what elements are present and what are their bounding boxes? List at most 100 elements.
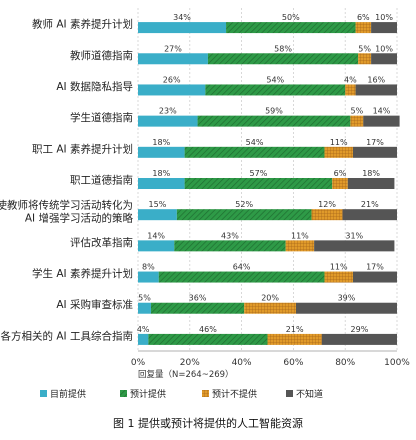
data-label: 6% bbox=[334, 169, 347, 178]
bar-segment bbox=[358, 53, 372, 65]
bar-segment bbox=[184, 146, 325, 158]
x-tick-label: 20% bbox=[180, 358, 200, 368]
data-label: 5% bbox=[138, 294, 151, 303]
bar-segment bbox=[176, 209, 312, 221]
bar-segment bbox=[314, 240, 395, 252]
data-label: 11% bbox=[291, 231, 309, 240]
data-label: 36% bbox=[189, 294, 207, 303]
category-label: 使教师将传统学习活动转化为 AI 增强学习活动的策略 bbox=[0, 199, 133, 225]
data-label: 59% bbox=[265, 107, 283, 116]
legend-label: 目前提供 bbox=[50, 388, 86, 400]
category-label: 学生道德指南 bbox=[70, 111, 133, 124]
bar-segment bbox=[345, 84, 356, 96]
bar-segment bbox=[347, 178, 395, 189]
data-label: 4% bbox=[137, 325, 150, 334]
bar-segment bbox=[244, 302, 296, 314]
data-label: 20% bbox=[261, 294, 279, 303]
data-label: 31% bbox=[345, 231, 363, 240]
bar-segment bbox=[363, 115, 400, 127]
data-label: 17% bbox=[366, 263, 384, 272]
x-axis-note: 回复量（N=264~269） bbox=[138, 369, 234, 380]
bar-segment bbox=[267, 333, 322, 345]
data-label: 10% bbox=[375, 13, 393, 22]
bar-segment bbox=[197, 115, 351, 127]
data-label: 14% bbox=[147, 231, 165, 240]
category-label: AI 数据隐私指导 bbox=[56, 80, 133, 93]
data-label: 58% bbox=[274, 44, 292, 53]
category-label: 学生 AI 素养提升计划 bbox=[32, 267, 133, 280]
data-label: 43% bbox=[221, 231, 239, 240]
bar-segment bbox=[352, 146, 397, 158]
bar-segment bbox=[321, 333, 397, 345]
data-label: 50% bbox=[282, 13, 300, 22]
x-tick-label: 80% bbox=[335, 358, 355, 368]
bar-segment bbox=[226, 22, 356, 34]
data-label: 17% bbox=[366, 138, 384, 147]
category-label: 职工 AI 素养提升计划 bbox=[32, 142, 133, 155]
legend-label: 预计不提供 bbox=[212, 388, 257, 400]
bar-segment bbox=[138, 146, 185, 158]
data-label: 6% bbox=[357, 13, 370, 22]
data-label: 4% bbox=[344, 75, 357, 84]
category-label: 评估改革指南 bbox=[70, 236, 133, 249]
data-label: 27% bbox=[164, 44, 182, 53]
data-label: 21% bbox=[286, 325, 304, 334]
category-label: 教师道德指南 bbox=[70, 49, 133, 62]
legend-label: 预计提供 bbox=[130, 388, 166, 400]
bar-segment bbox=[371, 53, 397, 65]
data-label: 29% bbox=[351, 325, 369, 334]
bar-segment bbox=[285, 240, 315, 252]
bar-segment bbox=[150, 302, 245, 314]
bar-segment bbox=[352, 271, 397, 283]
data-label: 18% bbox=[362, 169, 380, 178]
bar-segment bbox=[158, 271, 325, 283]
data-label: 21% bbox=[361, 200, 379, 209]
bar-segment bbox=[138, 240, 175, 252]
x-tick-label: 100% bbox=[384, 358, 410, 368]
data-label: 5% bbox=[351, 107, 364, 116]
bar-segment bbox=[355, 84, 397, 96]
bar-segment bbox=[138, 53, 208, 65]
legend-label: 不知道 bbox=[296, 388, 323, 400]
legend-swatch bbox=[286, 390, 293, 397]
x-tick-label: 60% bbox=[283, 358, 303, 368]
figure-caption: 图 1 提供或预计将提供的人工智能资源 bbox=[113, 416, 303, 430]
bar-segment bbox=[324, 271, 353, 283]
data-label: 64% bbox=[233, 263, 251, 272]
bar-segment bbox=[184, 178, 333, 189]
category-label: 各方相关的 AI 工具综合指南 bbox=[1, 329, 133, 342]
data-label: 8% bbox=[142, 263, 155, 272]
category-label: 职工道德指南 bbox=[70, 174, 133, 187]
bar-segment bbox=[342, 209, 397, 221]
data-label: 5% bbox=[358, 44, 371, 53]
data-label: 14% bbox=[373, 107, 391, 116]
category-label: 教师 AI 素养提升计划 bbox=[32, 18, 133, 31]
bar-segment bbox=[332, 178, 348, 189]
bar-segment bbox=[350, 115, 364, 127]
data-label: 46% bbox=[199, 325, 217, 334]
bar-segment bbox=[174, 240, 286, 252]
bar-segment bbox=[324, 146, 353, 158]
bar-segment bbox=[138, 22, 227, 34]
data-label: 26% bbox=[163, 75, 181, 84]
bar-segment bbox=[295, 302, 397, 314]
bar-segment bbox=[355, 22, 372, 34]
data-label: 57% bbox=[250, 169, 268, 178]
category-label: AI 采购审查标准 bbox=[56, 298, 133, 311]
bar-segment bbox=[138, 302, 151, 314]
bar-segment bbox=[138, 209, 177, 221]
bar-segment bbox=[207, 53, 359, 65]
data-label: 54% bbox=[246, 138, 264, 147]
bar-segment bbox=[311, 209, 343, 221]
data-label: 15% bbox=[149, 200, 167, 209]
data-label: 23% bbox=[159, 107, 177, 116]
bar-segment bbox=[148, 333, 268, 345]
data-label: 52% bbox=[235, 200, 253, 209]
data-label: 54% bbox=[266, 75, 284, 84]
data-label: 34% bbox=[173, 13, 191, 22]
bar-segment bbox=[138, 333, 149, 345]
data-label: 11% bbox=[330, 138, 348, 147]
data-label: 11% bbox=[330, 263, 348, 272]
